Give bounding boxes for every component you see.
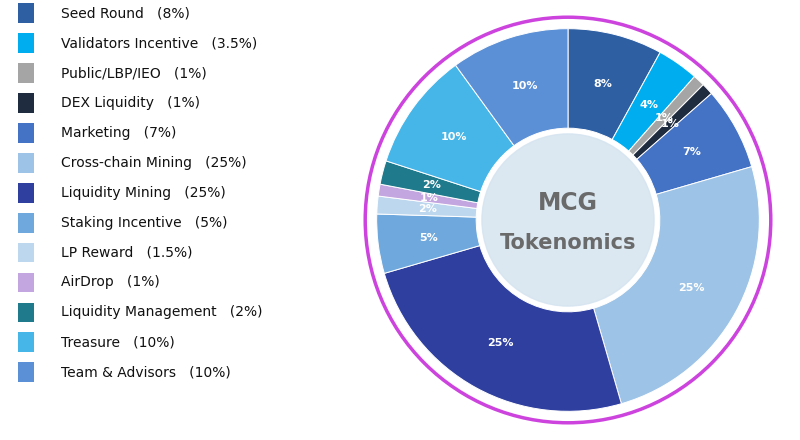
Text: 2%: 2% [418, 204, 438, 214]
Text: 10%: 10% [441, 132, 467, 143]
FancyBboxPatch shape [18, 123, 34, 143]
Wedge shape [594, 167, 759, 404]
Text: Liquidity Mining   (25%): Liquidity Mining (25%) [61, 186, 226, 200]
Text: 10%: 10% [511, 81, 538, 91]
Text: AirDrop   (1%): AirDrop (1%) [61, 275, 160, 290]
Wedge shape [612, 52, 694, 151]
Wedge shape [629, 77, 703, 155]
FancyBboxPatch shape [18, 303, 34, 323]
Text: 4%: 4% [639, 100, 658, 110]
Text: Public/LBP/IEO   (1%): Public/LBP/IEO (1%) [61, 66, 207, 80]
Text: 1%: 1% [420, 193, 438, 203]
FancyBboxPatch shape [18, 33, 34, 53]
Wedge shape [377, 214, 480, 273]
Text: Cross-chain Mining   (25%): Cross-chain Mining (25%) [61, 156, 247, 170]
FancyBboxPatch shape [18, 273, 34, 293]
Wedge shape [455, 29, 568, 146]
FancyBboxPatch shape [18, 333, 34, 352]
Wedge shape [380, 161, 481, 203]
Wedge shape [384, 246, 622, 411]
Text: Validators Incentive   (3.5%): Validators Incentive (3.5%) [61, 36, 258, 50]
Text: Liquidity Management   (2%): Liquidity Management (2%) [61, 305, 262, 319]
Text: Tokenomics: Tokenomics [500, 233, 636, 253]
Text: 2%: 2% [422, 180, 442, 190]
Text: 7%: 7% [682, 147, 701, 157]
Text: 5%: 5% [419, 233, 438, 242]
Text: 1%: 1% [661, 119, 680, 129]
Wedge shape [568, 29, 660, 139]
Wedge shape [637, 93, 752, 194]
Text: Marketing   (7%): Marketing (7%) [61, 126, 177, 140]
Text: 8%: 8% [594, 79, 613, 89]
Circle shape [482, 134, 654, 306]
FancyBboxPatch shape [18, 3, 34, 23]
Text: Team & Advisors   (10%): Team & Advisors (10%) [61, 365, 231, 379]
FancyBboxPatch shape [18, 93, 34, 113]
Text: Staking Incentive   (5%): Staking Incentive (5%) [61, 216, 228, 230]
Text: Seed Round   (8%): Seed Round (8%) [61, 6, 190, 20]
Text: DEX Liquidity   (1%): DEX Liquidity (1%) [61, 96, 200, 110]
Text: LP Reward   (1.5%): LP Reward (1.5%) [61, 246, 193, 260]
Wedge shape [377, 196, 477, 217]
FancyBboxPatch shape [18, 243, 34, 262]
Wedge shape [378, 184, 478, 209]
Text: 25%: 25% [487, 338, 514, 348]
Text: 1%: 1% [655, 113, 674, 122]
Text: MCG: MCG [538, 191, 598, 215]
FancyBboxPatch shape [18, 183, 34, 202]
FancyBboxPatch shape [18, 63, 34, 83]
Text: Treasure   (10%): Treasure (10%) [61, 335, 175, 349]
FancyBboxPatch shape [18, 213, 34, 233]
Circle shape [482, 134, 654, 306]
FancyBboxPatch shape [18, 153, 34, 172]
Wedge shape [386, 65, 514, 192]
Text: 25%: 25% [678, 283, 705, 293]
FancyBboxPatch shape [18, 363, 34, 382]
Wedge shape [633, 85, 711, 159]
